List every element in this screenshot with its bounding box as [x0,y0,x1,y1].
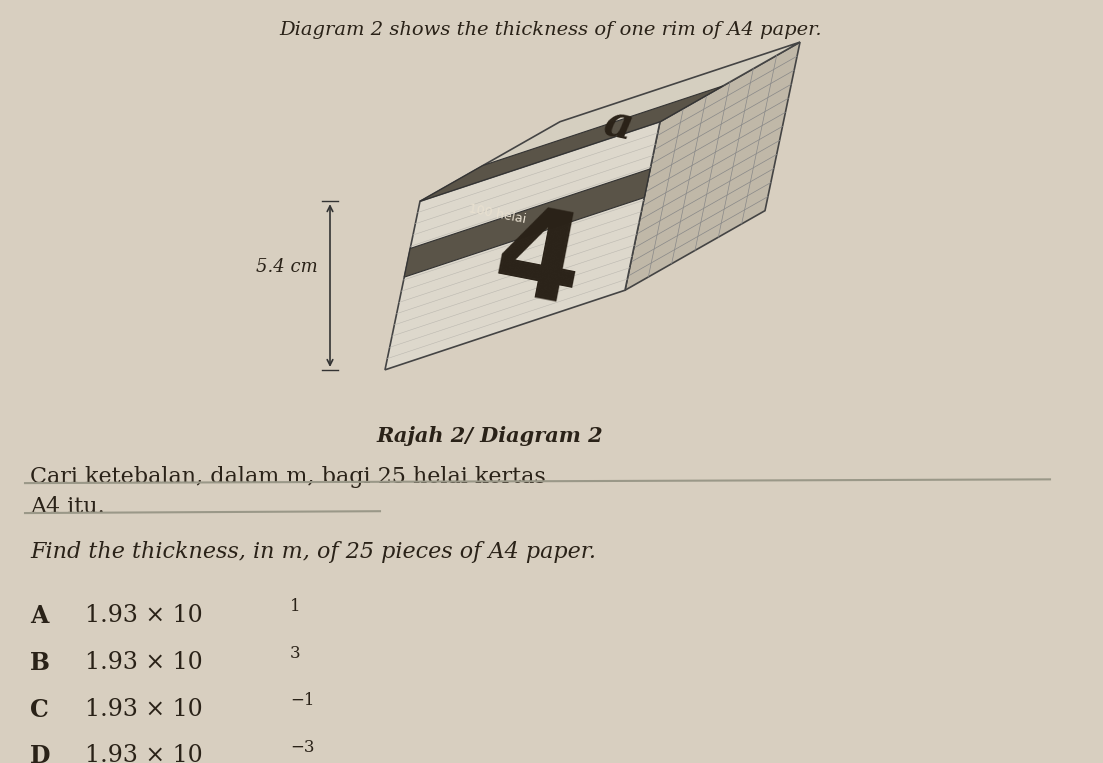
Text: Find the thickness, in m, of 25 pieces of A4 paper.: Find the thickness, in m, of 25 pieces o… [30,541,596,563]
Text: D: D [30,745,51,763]
Text: 1.93 × 10: 1.93 × 10 [85,745,203,763]
Text: C: C [30,697,49,722]
Polygon shape [405,169,650,277]
Text: 3: 3 [290,645,301,662]
Text: 100 helai: 100 helai [468,201,527,226]
Polygon shape [625,42,800,290]
Polygon shape [420,42,800,201]
Text: Diagram 2 shows the thickness of one rim of A4 paper.: Diagram 2 shows the thickness of one rim… [280,21,823,39]
Text: −1: −1 [290,692,314,709]
Text: Cari ketebalan, dalam m, bagi 25 helai kertas: Cari ketebalan, dalam m, bagi 25 helai k… [30,466,546,488]
Text: 1.93 × 10: 1.93 × 10 [85,697,203,720]
Text: 1.93 × 10: 1.93 × 10 [85,651,203,674]
Polygon shape [385,122,660,370]
Text: A: A [30,604,49,628]
Text: Rajah 2/ Diagram 2: Rajah 2/ Diagram 2 [377,426,603,446]
Text: 1.93 × 10: 1.93 × 10 [85,604,203,627]
Text: 4: 4 [483,197,591,332]
Text: a: a [599,101,636,150]
Polygon shape [420,86,722,201]
Text: 5.4 cm: 5.4 cm [256,258,318,276]
Text: −3: −3 [290,739,314,755]
Text: B: B [30,651,50,674]
Text: 1: 1 [290,598,301,615]
Text: A4 itu.: A4 itu. [30,496,105,518]
